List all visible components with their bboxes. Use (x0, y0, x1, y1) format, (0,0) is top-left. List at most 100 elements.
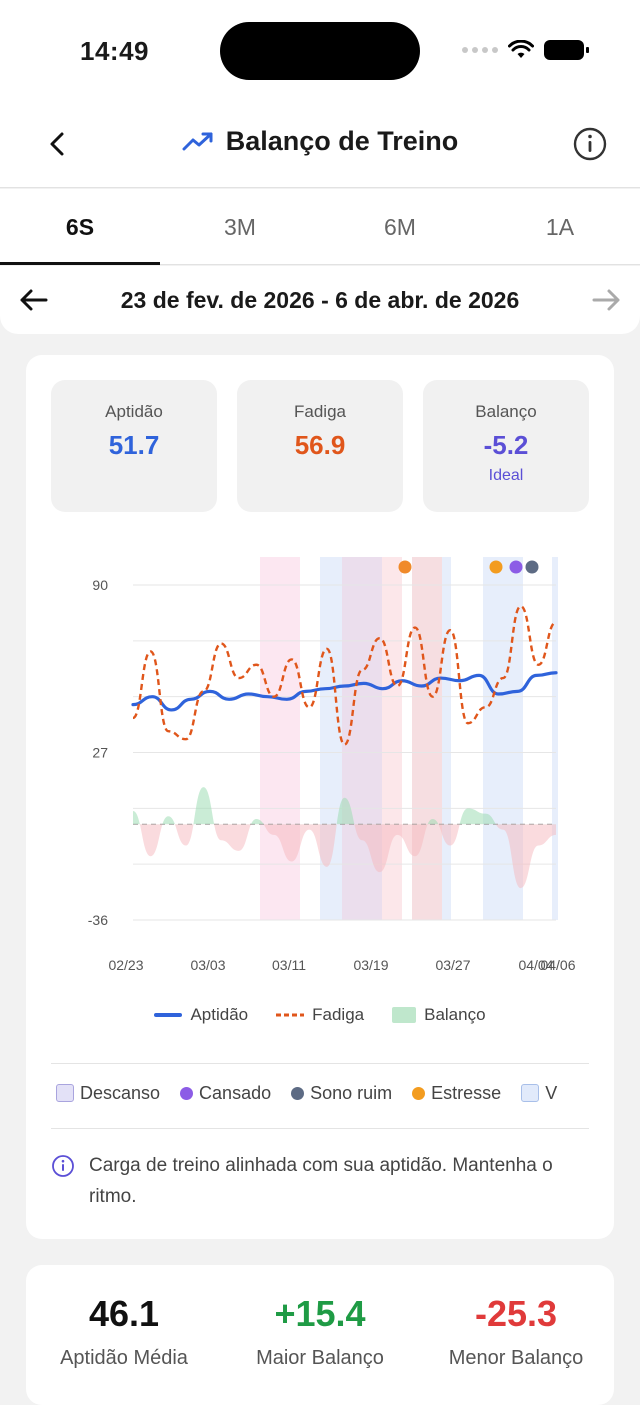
metric-value: 51.7 (108, 430, 160, 460)
page-title: Balanço de Treino (225, 126, 459, 156)
tab-1a[interactable]: 1A (545, 214, 575, 240)
divider (51, 1128, 589, 1129)
stress-dot-icon (412, 1086, 426, 1100)
date-range-bar: 23 de fev. de 2026 - 6 de abr. de 2026 (0, 266, 640, 334)
info-button[interactable] (572, 126, 608, 162)
metric-label: Aptidão (105, 402, 163, 421)
solid-line-icon (154, 1013, 183, 1017)
date-range-label: 23 de fev. de 2026 - 6 de abr. de 2026 (120, 286, 520, 313)
tab-6s[interactable]: 6S (0, 189, 160, 265)
legend-aptidao: Aptidão (154, 1005, 248, 1025)
metric-value: -5.2 (483, 430, 529, 460)
divider (51, 1063, 589, 1064)
stat-value: -25.3 (474, 1293, 558, 1334)
metric-balanco: Balanço -5.2 Ideal (423, 380, 589, 512)
x-tick-label: 03/03 (190, 957, 225, 973)
status-icons (462, 40, 589, 60)
legend-fadiga: Fadiga (276, 1005, 364, 1025)
marker-label: Estresse (431, 1082, 502, 1103)
dashed-line-icon (276, 1013, 305, 1017)
y-tick-label: -36 (88, 912, 108, 928)
metric-label: Fadiga (294, 402, 346, 421)
status-bar: 14:49 (0, 0, 640, 100)
area-swatch-icon (392, 1007, 417, 1023)
info-icon (52, 1155, 74, 1177)
advice-text: Carga de treino alinhada com sua aptidão… (89, 1155, 553, 1207)
stat-label: Menor Balanço (448, 1347, 584, 1369)
tab-3m[interactable]: 3M (224, 214, 256, 240)
stat-value: +15.4 (274, 1293, 366, 1334)
marker-label: Cansado (199, 1082, 272, 1103)
event-dot (509, 560, 523, 574)
x-tick-label: 02/23 (108, 957, 143, 973)
balance-chart: 90 27 -36 02/23 03/03 03/11 03/19 03/27 04/0404… (88, 557, 576, 973)
marker-label: Sono ruim (310, 1082, 393, 1103)
x-tick-label: 04/04 (518, 957, 553, 973)
event-dot (489, 560, 503, 574)
status-time: 14:49 (80, 36, 149, 66)
training-balance-card: Aptidão 51.7 Fadiga 56.9 Balanço -5.2 Id… (26, 355, 614, 1239)
marker-truncated: V (521, 1079, 557, 1107)
marker-label: V (545, 1082, 558, 1103)
y-tick-label: 90 (92, 577, 108, 593)
chart-band (442, 557, 451, 920)
aptidao-line (131, 671, 558, 712)
back-button[interactable] (40, 126, 76, 162)
x-tick-label: 03/27 (435, 957, 470, 973)
marker-estresse: Estresse (412, 1079, 501, 1107)
tired-dot-icon (180, 1086, 194, 1100)
series-aptidao (131, 671, 558, 712)
legend-label: Aptidão (190, 1005, 249, 1024)
metric-aptidao: Aptidão 51.7 (51, 380, 217, 512)
legend-label: Balanço (424, 1005, 486, 1024)
stat-maior-balanco: +15.4 Maior Balanço (222, 1265, 418, 1405)
stat-menor-balanco: -25.3 Menor Balanço (418, 1265, 614, 1405)
marker-descanso: Descanso (56, 1079, 160, 1107)
y-tick-label: 27 (92, 745, 108, 761)
bad-sleep-dot-icon (291, 1086, 305, 1100)
marker-label: Descanso (80, 1082, 161, 1103)
blue-square-icon (521, 1084, 540, 1102)
event-dots (398, 560, 539, 574)
balance-area-positive (133, 787, 496, 825)
metric-fadiga: Fadiga 56.9 (237, 380, 403, 512)
stat-label: Maior Balanço (256, 1347, 384, 1369)
legend-label: Fadiga (312, 1005, 365, 1024)
metric-value: 56.9 (294, 430, 346, 460)
period-tabs: 6S 3M 6M 1A (0, 189, 640, 265)
rest-square-icon (56, 1084, 74, 1102)
arrow-right-icon[interactable] (588, 282, 624, 318)
x-tick-label: 03/11 (272, 957, 306, 973)
stat-label: Aptidão Média (60, 1347, 188, 1369)
nav-header: Balanço de Treino (0, 100, 640, 188)
tab-6m[interactable]: 6M (384, 214, 416, 240)
x-tick-label: 03/19 (353, 957, 388, 973)
event-dot (398, 560, 412, 574)
chart-band (412, 557, 442, 920)
fadiga-line (131, 605, 557, 746)
summary-stats-card: 46.1 Aptidão Média +15.4 Maior Balanço -… (26, 1265, 614, 1405)
metric-status: Ideal (488, 467, 524, 484)
dynamic-island (220, 22, 420, 80)
series-balanco (133, 787, 556, 889)
stat-value: 46.1 (88, 1293, 160, 1334)
stat-aptidao-media: 46.1 Aptidão Média (26, 1265, 222, 1405)
series-fadiga (131, 605, 557, 746)
advice-note: Carga de treino alinhada com sua aptidão… (51, 1150, 589, 1212)
event-dot (525, 560, 539, 574)
marker-cansado: Cansado (180, 1079, 271, 1107)
metrics-row: Aptidão 51.7 Fadiga 56.9 Balanço -5.2 Id… (51, 380, 589, 512)
legend-balanco: Balanço (392, 1005, 486, 1025)
marker-sono-ruim: Sono ruim (291, 1079, 392, 1107)
battery-icon (544, 40, 589, 60)
metric-label: Balanço (475, 402, 537, 421)
x-tick-label: 04/06 (540, 957, 575, 973)
chart-legend: Aptidão Fadiga Balanço (26, 1005, 614, 1025)
marker-legend: Descanso Cansado Sono ruim Estresse V (56, 1079, 591, 1107)
wifi-icon (508, 40, 534, 58)
balance-area-negative (133, 824, 556, 889)
chart-band (260, 557, 300, 920)
arrow-left-icon[interactable] (16, 282, 52, 318)
trending-up-icon (182, 132, 213, 150)
